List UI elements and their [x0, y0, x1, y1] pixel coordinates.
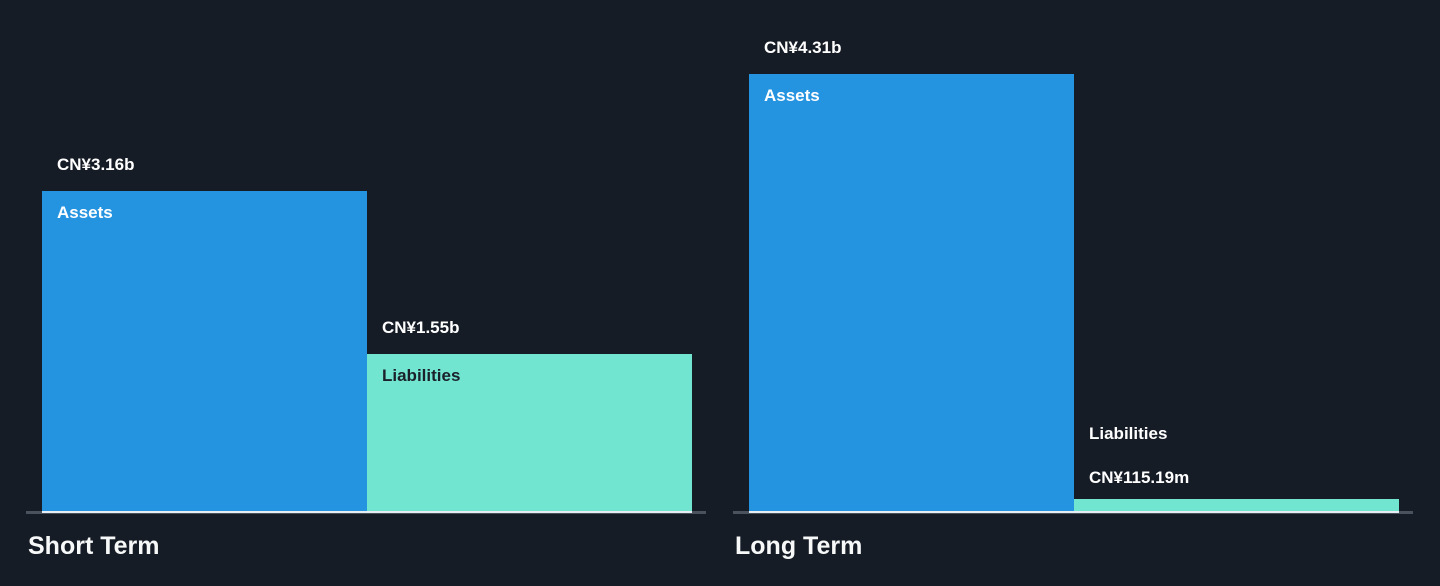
- short-term-group: CN¥3.16b Assets CN¥1.55b Liabilities Sho…: [26, 0, 706, 586]
- long-term-liabilities-value-label: CN¥115.19m: [1089, 468, 1190, 487]
- long-term-liabilities-series-label: Liabilities: [1089, 424, 1168, 443]
- long-term-liabilities-bar: Liabilities CN¥115.19m: [1074, 424, 1399, 513]
- long-term-assets-value-label: CN¥4.31b: [764, 38, 842, 57]
- short-term-assets-bar: CN¥3.16b Assets: [42, 155, 367, 513]
- short-term-liabilities-value-label: CN¥1.55b: [382, 318, 460, 337]
- short-term-liabilities-bar: CN¥1.55b Liabilities: [367, 318, 692, 513]
- short-term-assets-series-label: Assets: [57, 203, 113, 222]
- short-term-assets-value-label: CN¥3.16b: [57, 155, 135, 174]
- long-term-assets-series-label: Assets: [764, 86, 820, 105]
- short-term-liabilities-series-label: Liabilities: [382, 366, 461, 385]
- short-term-axis-title: Short Term: [28, 532, 160, 560]
- long-term-group: CN¥4.31b Assets Liabilities CN¥115.19m L…: [733, 0, 1413, 586]
- long-term-assets-bar: CN¥4.31b Assets: [749, 38, 1074, 513]
- long-term-axis-title: Long Term: [735, 532, 863, 560]
